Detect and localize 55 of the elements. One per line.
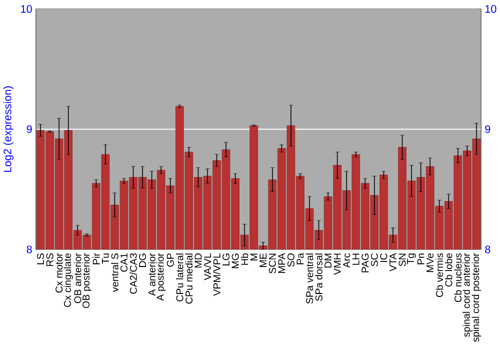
y2-tick-label: 8 [485, 246, 490, 254]
x-tick-label: Tg [407, 254, 416, 264]
x-tick-label: Hb [240, 253, 248, 265]
x-tick-label: SO [287, 253, 294, 267]
x-tick-label: Cb nucleus [454, 253, 462, 302]
y2-tick-label: 10 [485, 5, 496, 13]
x-tick-label: SPa dorsal [315, 254, 322, 301]
x-tick-label: Cx cingulate [64, 253, 73, 308]
x-tick-label: OB anterior [74, 253, 82, 304]
x-tick-label: spinal cord posterior [472, 253, 482, 342]
x-tick-label: CPu lateral [176, 254, 184, 302]
x-tick-label: Pir [92, 253, 100, 264]
x-tick-label: LS [37, 253, 44, 264]
x-tick-label: M [250, 254, 258, 260]
x-tick-label: A anterior [148, 253, 156, 296]
x-tick-label: Cb lobe [444, 253, 452, 287]
x-tick-label: CPu medial [185, 254, 193, 304]
y-tick-label: 10 [21, 5, 32, 13]
x-tick-label: Pn [417, 254, 424, 264]
y-axis-title: Log2 (expression) [3, 86, 14, 172]
x-tick-label: PAG [362, 254, 369, 272]
y-tick-label: 9 [26, 125, 32, 134]
x-tick-label: CA1 [120, 253, 128, 272]
x-tick-label: VPM/VPL [213, 253, 220, 296]
x-tick-label: VA/VL [204, 253, 212, 280]
y2-tick-label: 9 [485, 125, 490, 134]
x-tick-label: OB posterior [82, 253, 92, 308]
x-tick-label: IC [380, 253, 388, 262]
x-tick-label: LG [222, 254, 230, 266]
x-tick-label: spinal cord anterior [462, 253, 472, 337]
x-tick-label: Pa [296, 253, 304, 264]
x-tick-label: VMH [334, 254, 341, 275]
x-tick-label: Cx motor [56, 253, 63, 293]
x-tick-label: ME [260, 253, 267, 268]
x-tick-label: SC [370, 253, 378, 266]
x-tick-label: MG [232, 254, 239, 268]
x-tick-label: SCN [268, 254, 276, 274]
x-tick-label: SN [398, 254, 406, 266]
x-tick-label: DM [324, 254, 332, 268]
x-tick-label: Arc [343, 253, 350, 268]
x-tick-label: A posterior [156, 253, 166, 301]
x-tick-label: DG [139, 254, 146, 268]
x-tick-label: SPa ventral [306, 254, 314, 304]
x-tick-label: CA2/CA3 [130, 253, 137, 294]
x-tick-label: Tu [102, 254, 109, 264]
x-tick-label: MVe [426, 253, 434, 272]
x-tick-label: RS [46, 253, 54, 266]
x-tick-label: LH [352, 254, 360, 265]
x-tick-label: MD [194, 253, 202, 268]
x-tick-label: VTA [390, 253, 396, 272]
x-tick-label: GP [166, 254, 174, 267]
x-tick-label: ventral S [111, 253, 118, 292]
x-tick-label: Cb vermis [436, 253, 443, 298]
x-tick-label: MPA [278, 253, 286, 273]
y-tick-label: 8 [26, 246, 32, 254]
